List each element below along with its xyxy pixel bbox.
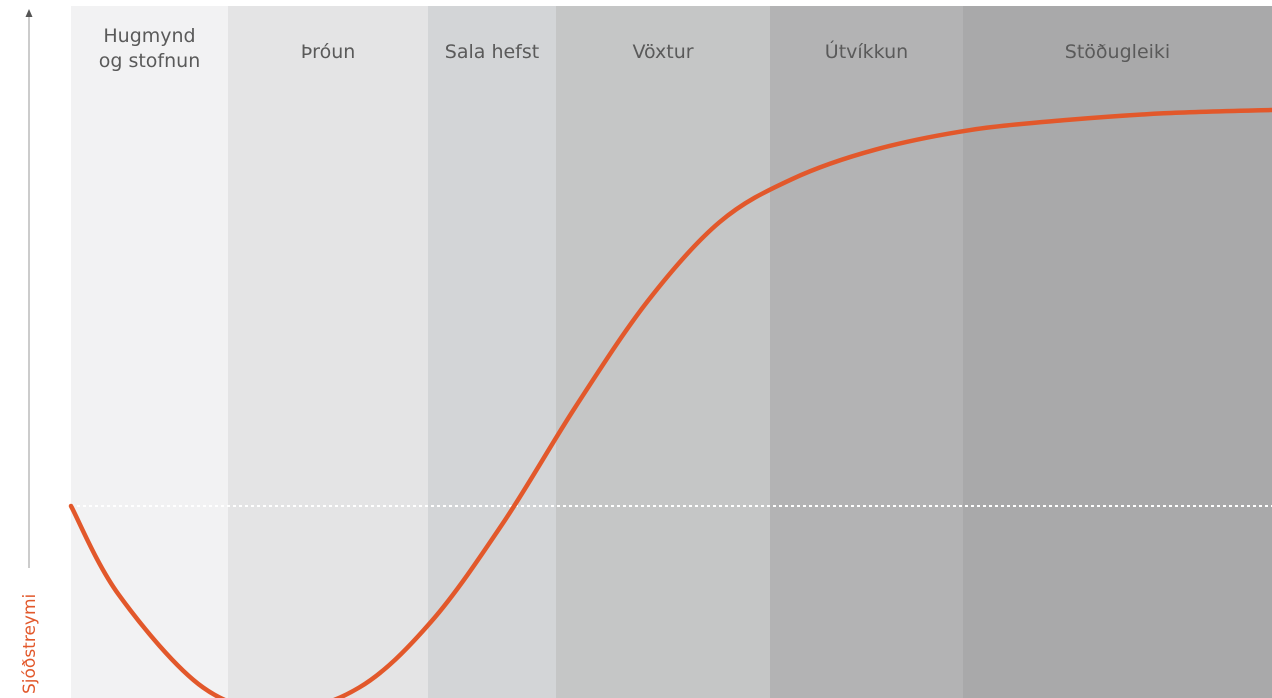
stage-label-5: Útvíkkun	[825, 39, 908, 63]
stage-label-2: Þróun	[301, 41, 356, 63]
stage-band-4	[556, 6, 770, 698]
stage-band-6	[963, 6, 1272, 698]
stage-band-3	[428, 6, 556, 698]
stage-band-2	[228, 6, 428, 698]
cashflow-curve-line	[68, 107, 1272, 698]
y-axis-label: Sjóðstreymi	[20, 594, 40, 694]
stage-band-1	[71, 6, 228, 698]
stage-labels: Hugmynd og stofnun Þróun Sala hefst Vöxtur Út…	[99, 25, 1170, 72]
stage-label-1-line-1: Hugmynd	[103, 25, 195, 47]
stage-label-3: Sala hefst	[445, 41, 539, 63]
stage-band-5	[770, 6, 963, 698]
stage-label-6: Stöðugleiki	[1065, 41, 1170, 63]
y-axis-arrow-icon	[25, 9, 33, 17]
stage-label-1-line-2: og stofnun	[99, 50, 201, 72]
stage-bands	[71, 6, 1272, 698]
stage-label-4: Vöxtur	[632, 41, 693, 63]
